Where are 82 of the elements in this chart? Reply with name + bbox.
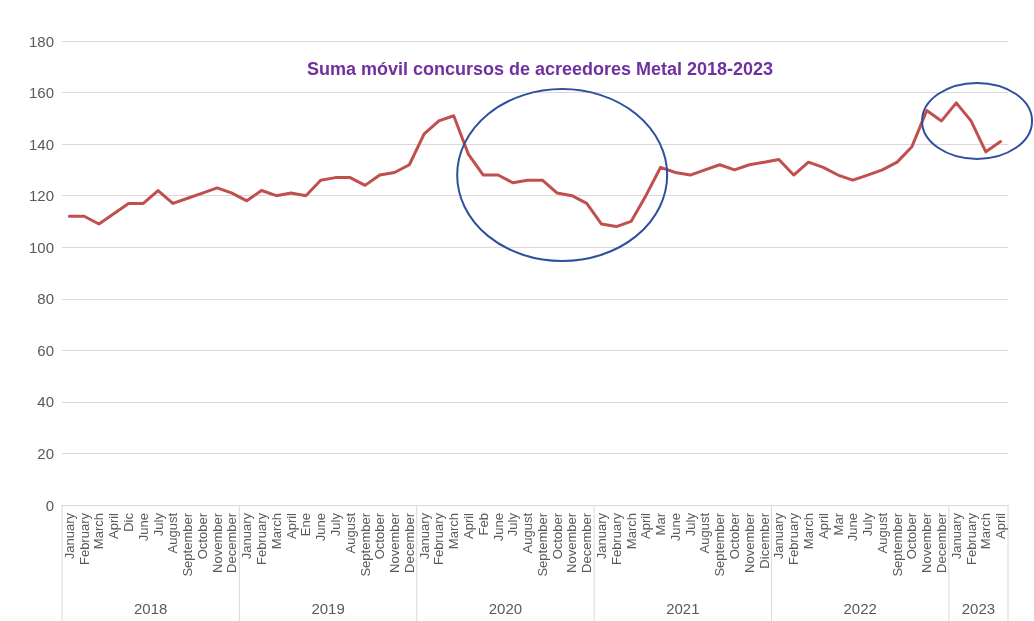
- y-tick-label: 80: [37, 290, 54, 308]
- y-tick-label: 40: [37, 393, 54, 411]
- x-tick-label: November: [919, 512, 935, 573]
- x-tick-label: March: [446, 513, 462, 550]
- x-tick-label: Dicember: [756, 512, 772, 569]
- x-tick-label: April: [993, 512, 1009, 540]
- x-tick-label: September: [180, 512, 196, 577]
- x-tick-label: March: [623, 513, 639, 550]
- x-tick-label: Mar: [653, 512, 669, 536]
- x-tick-label: July: [682, 512, 698, 537]
- x-tick-label: April: [106, 512, 122, 540]
- x-tick-label: July: [505, 512, 521, 537]
- line-series: [67, 101, 1003, 229]
- x-tick-label: November: [564, 512, 580, 573]
- x-tick-label: Ene: [298, 513, 314, 537]
- x-tick-label: October: [372, 512, 388, 560]
- x-tick-label: January: [948, 512, 964, 560]
- x-tick-label: November: [387, 512, 403, 573]
- x-tick-label: October: [194, 512, 210, 560]
- text: 2020: [488, 599, 523, 617]
- x-tick-label: June: [135, 513, 151, 542]
- x-tick-label: February: [254, 512, 270, 566]
- x-tick-label: January: [771, 512, 787, 560]
- x-tick-label: Feb: [475, 513, 491, 536]
- x-tick-label: April: [638, 512, 654, 540]
- x-tick-label: February: [608, 512, 624, 566]
- x-tick-label: March: [91, 513, 107, 550]
- text: 2018: [134, 599, 168, 617]
- x-tick-label: April: [460, 512, 476, 540]
- text: 2023: [961, 599, 996, 617]
- x-tick-label: March: [978, 513, 994, 550]
- x-tick-label: March: [268, 513, 284, 550]
- x-tick-label: January: [416, 512, 432, 560]
- x-tick-label: February: [76, 512, 92, 566]
- text: 2021: [666, 599, 700, 617]
- x-tick-label: Mar: [830, 512, 846, 536]
- x-tick-label: December: [401, 512, 417, 573]
- x-tick-label: November: [209, 512, 225, 573]
- x-tick-label: August: [697, 512, 713, 554]
- x-tick-label: June: [667, 513, 683, 542]
- x-tick-label: February: [963, 512, 979, 566]
- text: 2019: [311, 599, 345, 617]
- y-tick-label: 140: [28, 135, 54, 153]
- y-tick-label: 120: [28, 187, 54, 205]
- x-tick-label: October: [904, 512, 920, 560]
- y-tick-label: 60: [37, 341, 54, 359]
- y-tick-label: 20: [37, 444, 54, 462]
- x-tick-label: September: [357, 512, 373, 577]
- x-tick-label: December: [933, 512, 949, 573]
- x-tick-label: January: [594, 512, 610, 560]
- text: Suma móvil concursos de acreedores Metal 2018-2023: [306, 59, 774, 79]
- x-tick-label: September: [534, 512, 550, 577]
- y-tick-label: 0: [45, 496, 54, 514]
- x-tick-label: October: [549, 512, 565, 560]
- x-tick-label: August: [520, 512, 536, 554]
- y-tick-label: 100: [28, 238, 54, 256]
- x-tick-label: September: [889, 512, 905, 577]
- x-tick-label: Dic: [121, 512, 137, 532]
- x-tick-label: February: [786, 512, 802, 566]
- x-tick-label: January: [61, 512, 77, 560]
- x-tick-label: July: [327, 512, 343, 537]
- x-tick-label: April: [283, 512, 299, 540]
- y-tick-label: 160: [28, 84, 54, 102]
- x-tick-label: August: [874, 512, 890, 554]
- x-tick-label: August: [342, 512, 358, 554]
- x-tick-label: June: [313, 513, 329, 542]
- x-tick-label: January: [239, 512, 255, 560]
- x-tick-label: February: [431, 512, 447, 566]
- x-tick-label: March: [800, 513, 816, 550]
- x-tick-label: November: [741, 512, 757, 573]
- x-tick-label: December: [579, 512, 595, 573]
- x-tick-label: December: [224, 512, 240, 573]
- x-tick-label: September: [712, 512, 728, 577]
- x-tick-label: October: [727, 512, 743, 560]
- y-tick-label: 180: [28, 32, 54, 50]
- x-tick-label: August: [165, 512, 181, 554]
- x-tick-label: July: [860, 512, 876, 537]
- x-tick-label: July: [150, 512, 166, 537]
- x-tick-label: June: [490, 513, 506, 542]
- text: 2022: [843, 599, 877, 617]
- x-tick-label: June: [845, 513, 861, 542]
- x-tick-label: April: [815, 512, 831, 540]
